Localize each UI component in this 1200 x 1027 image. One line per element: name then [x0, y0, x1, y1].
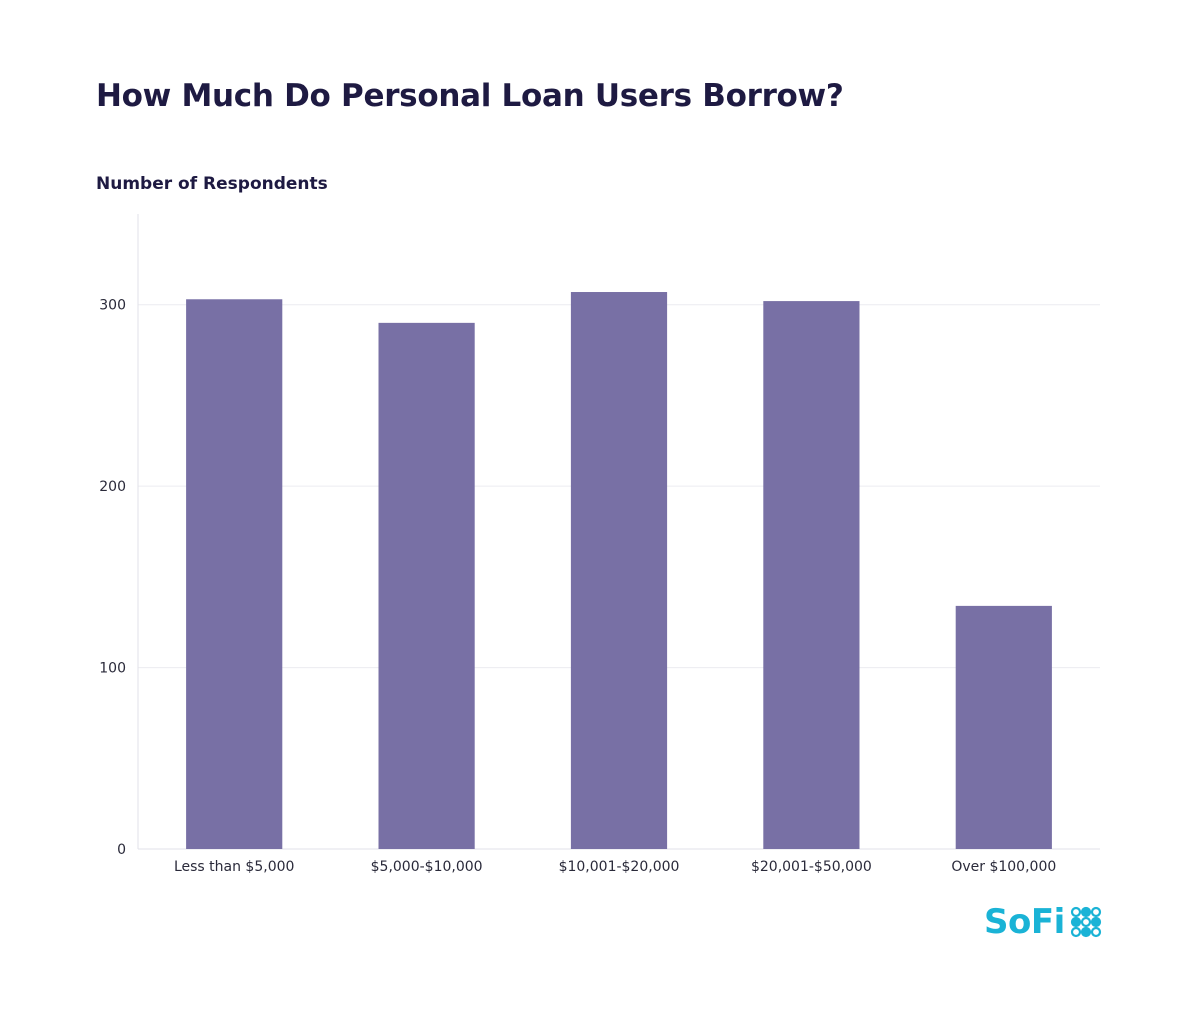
bars	[186, 292, 1052, 850]
y-tick-label: 0	[117, 842, 126, 858]
x-tick-label: Over $100,000	[951, 859, 1056, 875]
bar	[570, 292, 668, 849]
bar	[378, 322, 475, 849]
y-tick-label: 100	[99, 661, 126, 677]
bar	[763, 301, 860, 850]
y-tick-label: 300	[99, 298, 126, 314]
x-tick-label: $20,001-$50,000	[751, 859, 872, 875]
sofi-logo: SoFi	[984, 900, 1114, 950]
y-axis-label: Number of Respondents	[96, 174, 328, 194]
x-tick-label: $5,000-$10,000	[371, 859, 483, 875]
sofi-dots-icon	[1070, 906, 1102, 938]
bar-chart: 0 100 200 300 Less than $5,000 $5,000-$10,00…	[99, 214, 1100, 875]
x-tick-label: Less than $5,000	[174, 859, 294, 875]
y-tick-labels: 0 100 200 300	[99, 298, 126, 858]
bar	[186, 299, 283, 849]
y-tick-label: 200	[99, 479, 126, 495]
x-tick-labels: Less than $5,000 $5,000-$10,000 $10,001-$2…	[174, 859, 1056, 875]
logo-text: SoFi	[984, 902, 1065, 942]
chart-title: How Much Do Personal Loan Users Borrow?	[96, 78, 844, 114]
x-tick-label: $10,001-$20,000	[559, 859, 680, 875]
bar	[955, 605, 1052, 849]
